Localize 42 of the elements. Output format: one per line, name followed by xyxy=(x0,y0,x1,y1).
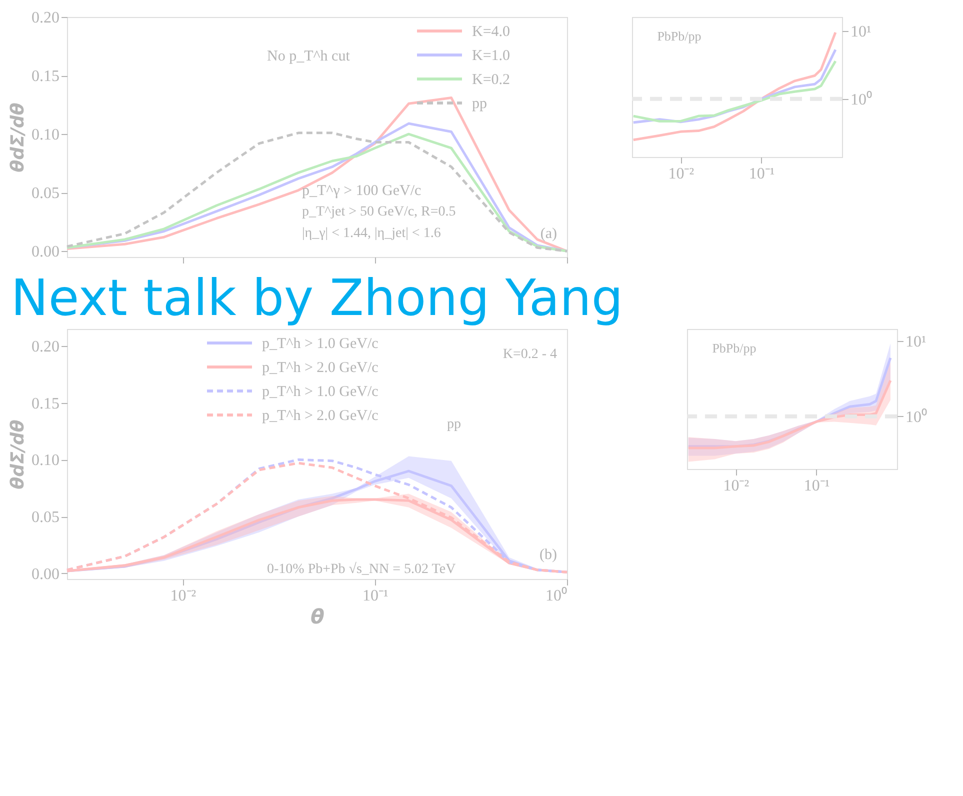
y-tick-label: 0.00 xyxy=(32,566,60,583)
annotation: No p_T^h cut xyxy=(267,48,351,64)
legend-label: K=1.0 xyxy=(472,48,510,64)
annotation: 0-10% Pb+Pb √s_NN = 5.02 TeV xyxy=(267,561,456,577)
y-tick-label: 10¹ xyxy=(906,334,926,351)
legend-label: p_T^h > 1.0 GeV/c xyxy=(262,384,379,400)
y-tick-label: 0.15 xyxy=(32,395,60,412)
chart-title: Next talk by Zhong Yang xyxy=(10,269,624,327)
annotation: (b) xyxy=(540,547,557,563)
annotation: PbPb/pp xyxy=(657,28,702,44)
y-tick-label: 0.00 xyxy=(32,244,60,261)
y-axis-title: θdΣ/dθ xyxy=(8,420,28,490)
legend-label: p_T^h > 2.0 GeV/c xyxy=(262,360,379,376)
y-tick-label: 0.10 xyxy=(32,452,60,470)
annotation: K=0.2 - 4 xyxy=(502,347,557,362)
x-tick-label: 10⁻¹ xyxy=(748,166,775,182)
y-tick-label: 10¹ xyxy=(850,23,872,40)
legend-label: p_T^h > 2.0 GeV/c xyxy=(262,408,379,424)
x-tick-label: 10⁻² xyxy=(668,166,694,182)
annotation: pp xyxy=(447,417,461,432)
legend-label: p_T^h > 1.0 GeV/c xyxy=(262,336,379,352)
annotation: p_T^γ > 100 GeV/c xyxy=(302,182,422,199)
annotation: |η_γ| < 1.44, |η_jet| < 1.6 xyxy=(302,226,441,241)
x-tick-label: 10⁻¹ xyxy=(362,588,388,604)
annotation: (a) xyxy=(540,226,557,242)
legend-label: K=4.0 xyxy=(472,24,510,40)
legend-label: K=0.2 xyxy=(472,72,510,88)
x-tick-label: 10⁰ xyxy=(546,586,568,604)
x-tick-label: 10⁻² xyxy=(170,588,196,604)
y-tick-label: 0.10 xyxy=(32,126,60,144)
annotation: p_T^jet > 50 GeV/c, R=0.5 xyxy=(302,204,456,220)
annotation: PbPb/pp xyxy=(712,340,756,356)
y-axis-title: θdΣ/dθ xyxy=(8,102,28,172)
y-tick-label: 0.15 xyxy=(32,68,60,86)
y-tick-label: 0.20 xyxy=(32,10,60,26)
legend-label: pp xyxy=(472,96,487,112)
x-axis-title: θ xyxy=(310,604,325,628)
x-tick-label: 10⁻² xyxy=(723,478,750,494)
y-tick-label: 0.20 xyxy=(32,338,60,356)
y-tick-label: 0.05 xyxy=(32,185,60,202)
x-tick-label: 10⁻¹ xyxy=(804,478,830,494)
y-tick-label: 0.05 xyxy=(32,509,60,526)
